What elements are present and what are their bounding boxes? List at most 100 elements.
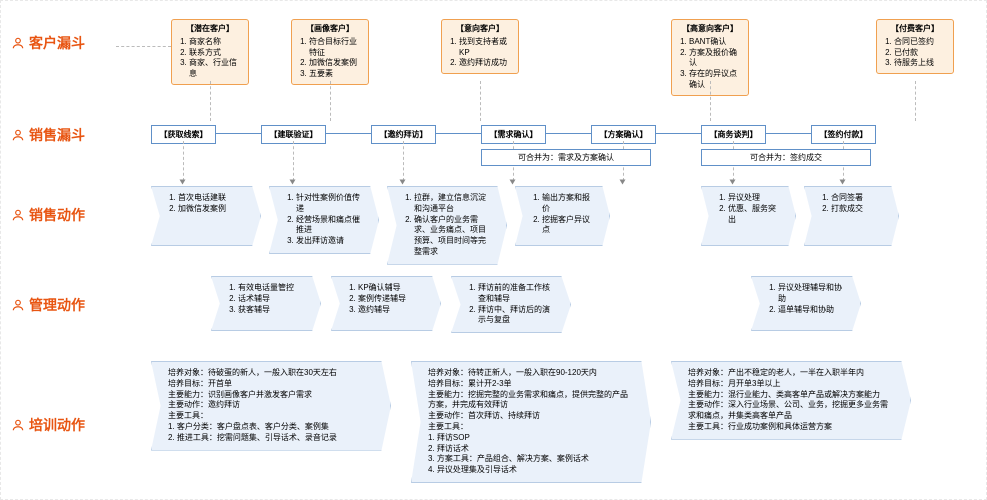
train-line: 3. 方案工具：产品组合、解决方案、案例话术 xyxy=(428,454,634,465)
train-line: 培养目标：月开单3单以上 xyxy=(688,379,894,390)
action-item: 合同签署 xyxy=(831,193,884,204)
manage-action-chevron: KP确认辅导案例传递辅导邀约辅导 xyxy=(331,276,441,331)
sales-action-chevron: 异议处理优惠、服务突出 xyxy=(701,186,796,246)
connector-line xyxy=(293,141,294,181)
arrow-icon xyxy=(400,180,406,185)
row-label-text: 销售动作 xyxy=(29,205,85,225)
manage-action-chevron: 有效电话量管控话术辅导获客辅导 xyxy=(211,276,321,331)
card-title: 【潜在客户】 xyxy=(177,24,243,35)
card-item: 方案及报价确认 xyxy=(689,48,743,70)
card-title: 【意向客户】 xyxy=(447,24,513,35)
card-item: 合同已签约 xyxy=(894,37,948,48)
user-icon xyxy=(11,36,25,50)
user-icon xyxy=(11,298,25,312)
arrow-icon xyxy=(290,180,296,185)
card-item: 符合目标行业特征 xyxy=(309,37,363,59)
manage-item: 案例传递辅导 xyxy=(358,294,426,305)
train-line: 主要能力：混行业能力、类高客单产品或解决方案能力 xyxy=(688,390,894,401)
card-title: 【画像客户】 xyxy=(297,24,363,35)
action-item: 拉群，建立信息沉淀和沟通平台 xyxy=(414,193,492,215)
card-item: 商家名称 xyxy=(189,37,243,48)
train-line: 主要动作：首次拜访、持续拜访 xyxy=(428,411,634,422)
action-item: 确认客户的业务需求、业务痛点、项目预算、项目时间等完整需求 xyxy=(414,215,492,258)
manage-item: 邀约辅导 xyxy=(358,305,426,316)
connector-line xyxy=(183,141,184,181)
train-line: 2. 拜访话术 xyxy=(428,444,634,455)
customer-card: 【付费客户】合同已签约已付款待服务上线 xyxy=(876,19,954,74)
manage-item: 拜访前的准备工作核查和辅导 xyxy=(478,283,556,305)
customer-card: 【意向客户】找到支持者或KP邀约拜访成功 xyxy=(441,19,519,74)
connector-line xyxy=(116,46,171,47)
user-icon xyxy=(11,208,25,222)
merge-box: 可合并为：需求及方案确认 xyxy=(481,149,651,166)
card-title: 【付费客户】 xyxy=(882,24,948,35)
train-line: 主要动作：深入行业场景、公司、业务，挖掘更多业务需求和痛点，并集类高客单产品 xyxy=(688,400,894,422)
action-item: 异议处理 xyxy=(728,193,781,204)
train-line: 培养目标：累计开2-3单 xyxy=(428,379,634,390)
manage-item: 话术辅导 xyxy=(238,294,306,305)
train-line: 主要能力：挖掘完整的业务需求和痛点，提供完整的产品方案，并完成有效拜访 xyxy=(428,390,634,412)
manage-action-chevron: 拜访前的准备工作核查和辅导拜访中、拜访后的演示与复盘 xyxy=(451,276,571,333)
customer-card: 【画像客户】符合目标行业特征加微信发案例五要素 xyxy=(291,19,369,85)
card-item: 待服务上线 xyxy=(894,58,948,69)
card-item: 联系方式 xyxy=(189,48,243,59)
connector-line xyxy=(403,141,404,181)
manage-item: KP确认辅导 xyxy=(358,283,426,294)
train-line: 4. 异议处理集及引导话术 xyxy=(428,465,634,476)
action-item: 挖掘客户异议点 xyxy=(542,215,595,237)
card-item: 邀约拜访成功 xyxy=(459,58,513,69)
train-line: 培养对象：待转正新人，一般入职在90-120天内 xyxy=(428,368,634,379)
card-item: 已付款 xyxy=(894,48,948,59)
row-sales-action: 销售动作 xyxy=(11,205,85,225)
train-line: 主要能力：识别画像客户并激发客户需求 xyxy=(168,390,374,401)
connector-line xyxy=(710,81,711,121)
action-item: 加微信发案例 xyxy=(178,204,246,215)
row-manage-action: 管理动作 xyxy=(11,295,85,315)
manage-item: 有效电话量管控 xyxy=(238,283,306,294)
train-line: 主要工具：行业成功案例和具体运营方案 xyxy=(688,422,894,433)
arrow-icon xyxy=(840,180,846,185)
sales-action-chevron: 针对性案例价值传递经营场景和痛点催推进发出拜访邀请 xyxy=(269,186,379,254)
customer-card: 【潜在客户】商家名称联系方式商家、行业信息 xyxy=(171,19,249,85)
sales-action-chevron: 合同签署打款成交 xyxy=(804,186,899,246)
row-label-text: 客户漏斗 xyxy=(29,33,85,53)
train-card: 培养对象：待转正新人，一般入职在90-120天内培养目标：累计开2-3单主要能力… xyxy=(411,361,651,483)
row-customer-funnel: 客户漏斗 xyxy=(11,33,85,53)
train-line: 2. 推进工具：挖需问题集、引导话术、录音记录 xyxy=(168,433,374,444)
row-train-action: 培训动作 xyxy=(11,415,85,435)
action-item: 针对性案例价值传递 xyxy=(296,193,364,215)
card-item: 找到支持者或KP xyxy=(459,37,513,59)
arrow-icon xyxy=(730,180,736,185)
action-item: 打款成交 xyxy=(831,204,884,215)
connector-line xyxy=(480,81,481,121)
manage-item: 拜访中、拜访后的演示与复盘 xyxy=(478,305,556,327)
arrow-icon xyxy=(620,180,626,185)
card-item: BANT确认 xyxy=(689,37,743,48)
user-icon xyxy=(11,128,25,142)
train-line: 1. 客户分类：客户盘点表、客户分类、案例集 xyxy=(168,422,374,433)
train-line: 主要动作：邀约拜访 xyxy=(168,400,374,411)
row-label-text: 培训动作 xyxy=(29,415,85,435)
row-label-text: 管理动作 xyxy=(29,295,85,315)
row-label-text: 销售漏斗 xyxy=(29,125,85,145)
card-title: 【高意向客户】 xyxy=(677,24,743,35)
connector-line xyxy=(210,81,211,121)
train-line: 1. 拜访SOP xyxy=(428,433,634,444)
connector-line xyxy=(915,81,916,121)
action-item: 经营场景和痛点催推进 xyxy=(296,215,364,237)
connector-line xyxy=(330,81,331,121)
sales-action-chevron: 首次电话建联加微信发案例 xyxy=(151,186,261,246)
train-line: 主要工具： xyxy=(428,422,634,433)
manage-item: 逼单辅导和协助 xyxy=(778,305,846,316)
card-item: 五要素 xyxy=(309,69,363,80)
manage-item: 获客辅导 xyxy=(238,305,306,316)
train-line: 培养目标：开首单 xyxy=(168,379,374,390)
train-card: 培养对象：产出不稳定的老人，一半在入职半年内培养目标：月开单3单以上主要能力：混… xyxy=(671,361,911,440)
user-icon xyxy=(11,418,25,432)
sales-action-chevron: 输出方案和报价挖掘客户异议点 xyxy=(515,186,610,246)
train-card: 培养对象：待破蛋的新人，一般入职在30天左右培养目标：开首单主要能力：识别画像客… xyxy=(151,361,391,451)
train-line: 主要工具： xyxy=(168,411,374,422)
action-item: 优惠、服务突出 xyxy=(728,204,781,226)
train-line: 培养对象：产出不稳定的老人，一半在入职半年内 xyxy=(688,368,894,379)
merge-box: 可合并为：签约成交 xyxy=(701,149,871,166)
